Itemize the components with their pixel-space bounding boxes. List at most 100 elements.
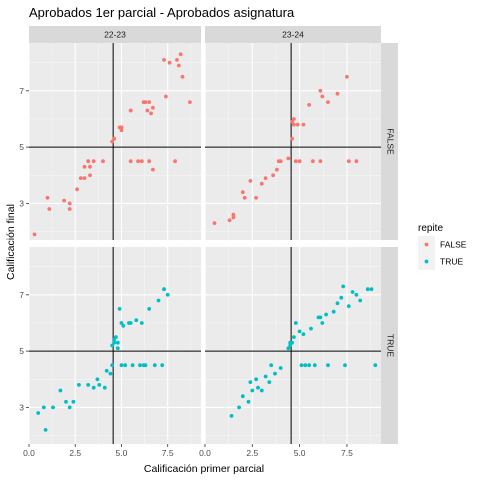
data-point [269, 363, 274, 368]
data-point [117, 307, 122, 311]
chart-title: Aprobados 1er parcial - Aprobados asigna… [29, 5, 295, 20]
data-point [318, 88, 323, 93]
data-point [147, 100, 152, 104]
data-point [173, 159, 178, 164]
data-point [180, 74, 185, 79]
data-point [318, 315, 323, 320]
data-point [303, 363, 308, 368]
data-point [307, 363, 311, 368]
data-point [292, 335, 296, 339]
data-point [312, 363, 317, 368]
y-tick-label: 3 [19, 402, 24, 412]
data-point [373, 363, 378, 368]
row-strip-label: FALSE [385, 128, 395, 155]
data-point [354, 159, 359, 164]
data-point [301, 332, 306, 337]
data-point [149, 111, 154, 116]
data-point [335, 301, 340, 306]
data-point [82, 164, 87, 169]
data-point [339, 295, 344, 300]
data-point [36, 411, 41, 415]
data-point [175, 58, 179, 62]
data-point [160, 363, 165, 368]
data-point [119, 363, 124, 368]
data-point [104, 368, 109, 373]
data-point [128, 321, 133, 325]
data-point [110, 139, 115, 144]
legend-swatch [424, 242, 429, 247]
legend-item-false: FALSE [418, 236, 467, 253]
data-point [271, 173, 275, 178]
data-point [346, 159, 351, 164]
data-point [88, 173, 92, 178]
data-point [114, 335, 118, 339]
data-point [354, 292, 359, 297]
data-point [290, 119, 294, 124]
data-point [227, 218, 232, 223]
data-point [115, 340, 120, 345]
data-point [248, 179, 253, 183]
data-point [365, 287, 370, 292]
data-point [164, 94, 168, 99]
y-tick-label: 3 [19, 198, 24, 208]
data-point [335, 91, 340, 96]
data-point [143, 100, 148, 104]
x-tick-label: 2.5 [246, 448, 258, 458]
data-point [67, 201, 72, 206]
data-point [86, 159, 91, 164]
data-point [299, 363, 304, 368]
data-point [297, 159, 302, 164]
data-point [156, 298, 161, 303]
column-strip [29, 26, 201, 43]
data-point [152, 363, 157, 368]
data-point [259, 388, 264, 393]
data-point [119, 128, 124, 133]
x-axis-title: Calificación primer parcial [144, 463, 264, 475]
data-point [123, 363, 128, 368]
data-point [112, 340, 116, 345]
panel-22-23-FALSE [28, 43, 201, 240]
data-point [311, 159, 315, 164]
y-tick-label: 5 [19, 346, 24, 356]
data-point [293, 159, 298, 164]
data-point [293, 321, 298, 325]
column-strip [205, 26, 381, 43]
y-tick-label: 7 [19, 290, 24, 300]
data-point [136, 159, 141, 164]
data-point [263, 374, 268, 379]
data-point [78, 176, 83, 181]
data-point [307, 103, 311, 107]
axes: 0.0 0.0 2.5 2.5 5.0 5.0 7.5 7.5 3 3 5 5 7 7 [19, 86, 353, 458]
data-point [248, 380, 253, 384]
y-tick-label: 5 [19, 142, 24, 152]
data-point [128, 159, 133, 164]
data-point [101, 159, 105, 164]
data-point [286, 156, 291, 161]
data-point [112, 338, 116, 342]
data-point [229, 414, 234, 418]
x-tick-label: 7.5 [341, 448, 353, 458]
data-point [331, 309, 336, 314]
facet-panels [28, 43, 381, 444]
data-point [212, 221, 217, 226]
data-point [275, 167, 279, 172]
data-point [162, 287, 166, 292]
data-point [246, 399, 251, 404]
data-point [115, 346, 120, 351]
data-point [346, 304, 351, 308]
data-point [278, 366, 283, 370]
legend-swatch [424, 259, 429, 264]
data-point [47, 207, 52, 211]
data-point [292, 117, 296, 121]
column-strip-label: 22-23 [104, 30, 126, 40]
data-point [242, 195, 247, 200]
data-point [345, 74, 349, 79]
data-point [41, 405, 46, 410]
data-point [165, 292, 170, 297]
data-point [290, 136, 294, 141]
data-point [288, 343, 293, 348]
facet-strips: 22-23 23-24 FALSE TRUE [29, 26, 398, 444]
data-point [162, 58, 166, 62]
data-point [51, 405, 55, 410]
